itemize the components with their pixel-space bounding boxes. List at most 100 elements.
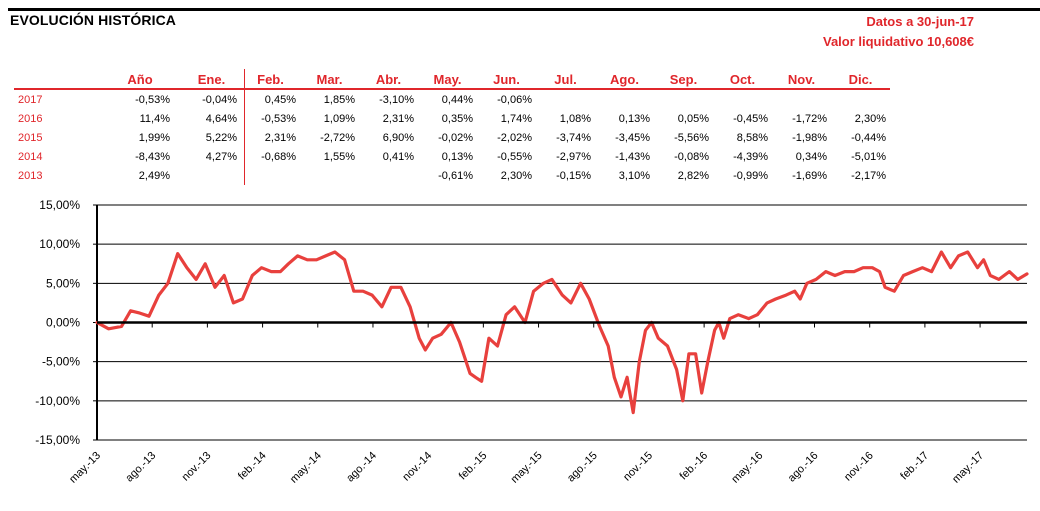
monthly-return-cell: 2,30% <box>500 169 532 182</box>
table-row: 2014 -8,43% 4,27% -0,68% 1,55% 0,41% 0,13% -0,5… <box>14 147 890 166</box>
header-cell-sep <box>174 70 182 90</box>
monthly-return-cell: 0,35% <box>441 112 473 125</box>
annual-return-cell: 1,99% <box>138 131 170 144</box>
annual-return-cell: -0,53% <box>135 93 170 106</box>
x-tick-label: ago.-15 <box>565 450 600 485</box>
year-cell: 2016 <box>18 112 43 125</box>
monthly-return-cell: 0,45% <box>264 93 296 106</box>
monthly-return-cell: 0,34% <box>795 150 827 163</box>
monthly-return-cell: -0,53% <box>261 112 296 125</box>
monthly-return-cell: -4,39% <box>733 150 768 163</box>
x-tick-label: may.-16 <box>729 450 765 486</box>
monthly-return-cell: -5,56% <box>674 131 709 144</box>
x-tick-label: nov.-13 <box>180 450 214 484</box>
annual-return-cell: 2,49% <box>138 169 170 182</box>
header-cell: Abr. <box>359 70 418 90</box>
monthly-return-cell <box>654 89 713 109</box>
year-cell: 2015 <box>18 131 43 144</box>
header-cell: Ene. <box>182 70 241 90</box>
monthly-return-cell: -0,44% <box>851 131 886 144</box>
monthly-return-cell: -0,61% <box>438 169 473 182</box>
monthly-return-cell: 3,10% <box>618 169 650 182</box>
fund-info: Datos a 30-jun-17 Valor liquidativo 10,6… <box>823 12 974 52</box>
table-separator <box>244 69 245 185</box>
separator-cell <box>174 109 182 128</box>
x-tick-label: may.-15 <box>509 450 545 486</box>
date-label: Datos a 30-jun-17 <box>866 14 974 29</box>
monthly-return-cell: -0,68% <box>261 150 296 163</box>
y-tick-label: 0,00% <box>46 316 80 330</box>
x-tick-label: nov.-15 <box>621 450 655 484</box>
header-cell: May. <box>418 70 477 90</box>
monthly-return-cell: 0,41% <box>382 150 414 163</box>
x-tick-label: feb.-14 <box>236 450 269 483</box>
monthly-return-cell: 6,90% <box>382 131 414 144</box>
table-row: 2013 2,49% -0,61% 2,30% -0,15% 3,10% 2,82% -0,9… <box>14 166 890 185</box>
monthly-return-cell: -5,01% <box>851 150 886 163</box>
top-rule <box>8 8 1040 11</box>
monthly-return-cell <box>359 166 418 185</box>
monthly-return-cell: -0,06% <box>497 93 532 106</box>
monthly-return-cell <box>772 89 831 109</box>
y-tick-label: 15,00% <box>39 198 80 212</box>
header-cell: Dic. <box>831 70 890 90</box>
table-row: 2015 1,99% 5,22% 2,31% -2,72% 6,90% -0,02% -2,0… <box>14 128 890 147</box>
monthly-return-cell: 2,31% <box>264 131 296 144</box>
monthly-return-cell: -0,02% <box>438 131 473 144</box>
table-row: 2017 -0,53% -0,04% 0,45% 1,85% -3,10% 0,44% -0,… <box>14 89 890 109</box>
header-cell: Nov. <box>772 70 831 90</box>
annual-return-cell: -8,43% <box>135 150 170 163</box>
monthly-return-cell: -1,69% <box>792 169 827 182</box>
x-tick-label: may.-14 <box>288 450 324 486</box>
monthly-return-cell: 8,58% <box>736 131 768 144</box>
x-tick-label: feb.-16 <box>678 450 711 483</box>
x-tick-label: may.-17 <box>950 450 986 486</box>
monthly-return-cell: -0,15% <box>556 169 591 182</box>
monthly-returns-table: Año Ene. Feb. Mar. Abr. May. Jun. Jul. A… <box>14 70 890 185</box>
performance-chart: 15,00% 10,00% 5,00% 0,00% -5,00% -10,00% -15,0… <box>35 198 1029 486</box>
year-cell: 2014 <box>18 150 43 163</box>
monthly-return-cell: 4,64% <box>205 112 237 125</box>
monthly-return-cell: 2,30% <box>854 112 886 125</box>
y-tick-label: -5,00% <box>42 355 80 369</box>
performance-series-line <box>95 250 1029 415</box>
annual-return-cell: 11,4% <box>139 112 170 125</box>
monthly-return-cell: 5,22% <box>205 131 237 144</box>
x-tick-label: may.-13 <box>67 450 103 486</box>
y-tick-label: 5,00% <box>46 276 80 290</box>
monthly-return-cell: -2,72% <box>320 131 355 144</box>
header-cell-empty <box>14 70 106 90</box>
monthly-return-cell: -0,99% <box>733 169 768 182</box>
monthly-return-cell: 1,08% <box>559 112 591 125</box>
header-cell: Feb. <box>241 70 300 90</box>
monthly-return-cell: 1,55% <box>323 150 355 163</box>
monthly-return-cell: 1,74% <box>500 112 532 125</box>
header-cell: Mar. <box>300 70 359 90</box>
table-header-row: Año Ene. Feb. Mar. Abr. May. Jun. Jul. A… <box>14 70 890 90</box>
y-tick-label: 10,00% <box>39 237 80 251</box>
monthly-return-cell: 0,05% <box>677 112 709 125</box>
monthly-return-cell: -2,17% <box>851 169 886 182</box>
monthly-return-cell: -0,55% <box>497 150 532 163</box>
x-tick-label: ago.-14 <box>344 450 379 485</box>
separator-cell <box>174 89 182 109</box>
monthly-return-cell <box>595 89 654 109</box>
monthly-return-cell: 2,82% <box>677 169 709 182</box>
monthly-return-cell: -1,98% <box>792 131 827 144</box>
monthly-return-cell: 1,09% <box>323 112 355 125</box>
monthly-return-cell: -0,04% <box>202 93 237 106</box>
y-tick-label: -15,00% <box>35 433 80 447</box>
monthly-return-cell <box>241 166 300 185</box>
separator-cell <box>174 147 182 166</box>
header-cell: Sep. <box>654 70 713 90</box>
header-cell: Año <box>106 70 174 90</box>
x-tick-label: nov.-14 <box>400 450 434 484</box>
table-row: 2016 11,4% 4,64% -0,53% 1,09% 2,31% 0,35% 1,74%… <box>14 109 890 128</box>
x-tick-label: feb.-15 <box>457 450 490 483</box>
y-tick-label: -10,00% <box>35 394 80 408</box>
monthly-return-cell <box>182 166 241 185</box>
monthly-return-cell: 1,85% <box>323 93 355 106</box>
x-tick-label: ago.-13 <box>123 450 158 485</box>
page-title: EVOLUCIÓN HISTÓRICA <box>10 12 177 28</box>
header-cell: Oct. <box>713 70 772 90</box>
